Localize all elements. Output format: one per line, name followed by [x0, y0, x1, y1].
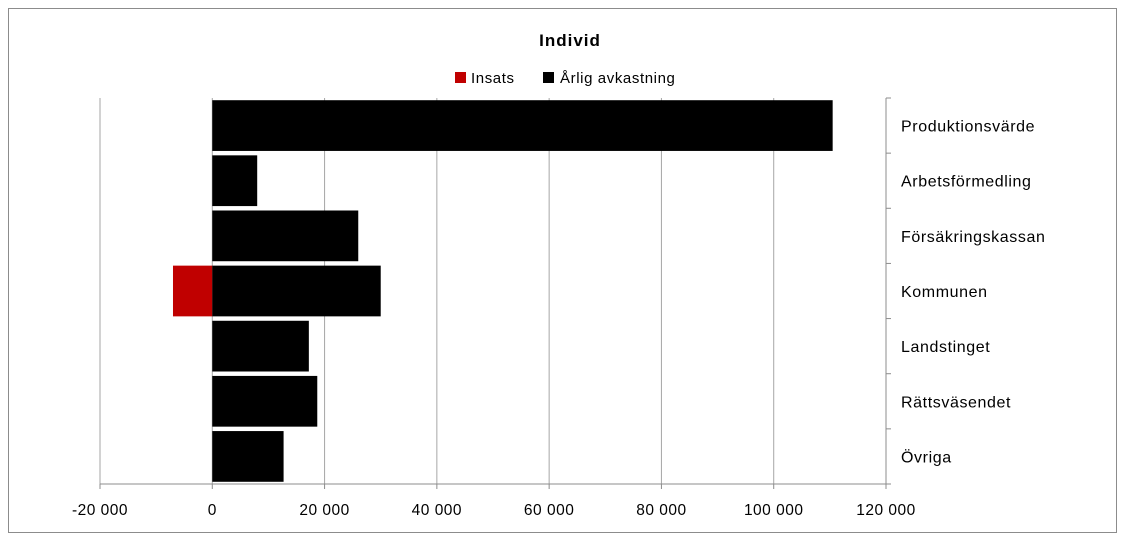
category-label: Landstinget: [901, 339, 990, 356]
bar-arlig-avkastning: [212, 431, 284, 482]
category-label: Övriga: [901, 448, 952, 466]
category-labels: Produktionsvärde Arbetsförmedling Försäkri…: [901, 119, 1045, 467]
x-tick-label: 20 000: [299, 502, 349, 519]
legend-label: Insats: [471, 70, 515, 87]
category-label: Arbetsförmedling: [901, 174, 1032, 191]
bar-arlig-avkastning: [212, 375, 318, 427]
x-tick-label: 80 000: [636, 502, 686, 519]
category-label: Kommunen: [901, 284, 988, 301]
legend-label: Årlig avkastning: [560, 70, 676, 87]
category-label: Rättsväsendet: [901, 394, 1011, 411]
bars: [172, 100, 833, 482]
legend-swatch: [455, 72, 466, 83]
bar-arlig-avkastning: [212, 100, 833, 151]
x-tick-labels: -20 000 0 20 000 40 000 60 000 80 000 100 000 1…: [72, 502, 916, 519]
bar-arlig-avkastning: [212, 155, 258, 207]
legend-swatch: [543, 72, 554, 83]
x-tick-label: -20 000: [72, 502, 128, 519]
x-tick-label: 120 000: [856, 502, 916, 519]
axes: [99, 97, 891, 489]
bar-arlig-avkastning: [212, 320, 309, 372]
x-tick-label: 60 000: [524, 502, 574, 519]
legend: Insats Årlig avkastning: [455, 70, 676, 87]
bar-arlig-avkastning: [212, 210, 359, 262]
bar-insats: [172, 265, 213, 317]
x-tick-label: 40 000: [412, 502, 462, 519]
chart-title: Individ: [539, 31, 601, 50]
x-tick-label: 100 000: [744, 502, 804, 519]
category-label: Produktionsvärde: [901, 119, 1035, 136]
category-label: Försäkringskassan: [901, 229, 1045, 246]
x-tick-label: 0: [208, 502, 217, 519]
bar-arlig-avkastning: [212, 265, 381, 317]
